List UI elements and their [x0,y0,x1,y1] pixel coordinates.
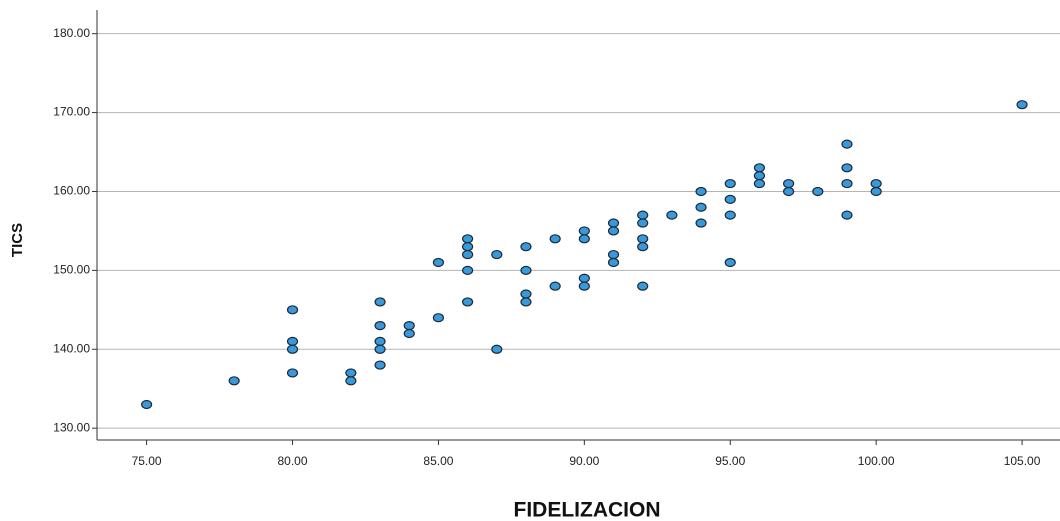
point [345,376,357,386]
point [607,249,620,260]
point [549,234,561,244]
point [286,336,299,346]
point [870,186,882,197]
y-tick-label: 160.00 [53,184,90,198]
x-tick-label: 95.00 [715,454,745,468]
point [841,139,853,149]
y-tick-label: 150.00 [53,263,90,277]
point [462,249,474,260]
point [724,257,736,268]
point [637,242,649,252]
point [578,273,590,283]
point [141,399,153,410]
point [753,163,766,173]
point [637,234,649,244]
x-tick-label: 75.00 [132,454,162,468]
point [491,344,503,354]
point [578,226,590,236]
point [1016,100,1028,110]
point [841,163,853,173]
point [724,210,736,220]
point [432,257,445,268]
x-tick-label: 90.00 [569,454,599,468]
y-axis-label: TICS [9,223,26,257]
x-tick-label: 105.00 [1004,454,1041,468]
point [520,242,532,252]
point [374,360,386,370]
point [695,186,707,197]
point [462,242,474,252]
point [578,281,590,291]
point [286,368,299,378]
point [724,178,736,189]
point [637,210,649,220]
point [520,289,532,299]
point [374,336,386,346]
point [520,297,532,307]
point [374,297,386,307]
point [578,234,590,244]
point [753,178,766,189]
point [870,178,882,189]
point [403,328,415,339]
point [462,297,474,307]
point [403,320,415,331]
point [607,257,620,268]
point [286,344,299,354]
x-tick-label: 80.00 [278,454,308,468]
y-tick-label: 140.00 [53,341,90,355]
point [607,226,620,236]
y-tick-label: 130.00 [53,420,90,434]
point [783,186,795,197]
point [374,320,386,331]
point [374,344,386,354]
point [841,178,853,189]
point [520,265,532,275]
point [637,281,649,291]
x-tick-label: 100.00 [858,454,895,468]
point [695,202,707,212]
point [491,249,503,260]
point [637,218,649,228]
point [462,234,474,244]
point [783,178,795,189]
point [549,281,561,291]
point [724,194,736,204]
point [462,265,474,275]
point [695,218,707,228]
point [753,171,766,181]
point [666,210,678,220]
point [286,305,299,315]
y-tick-label: 180.00 [53,26,90,40]
x-tick-label: 85.00 [423,454,453,468]
y-tick-label: 170.00 [53,105,90,119]
point [432,313,445,323]
point [228,376,240,386]
point [841,210,853,220]
point [345,368,357,378]
point [607,218,620,228]
point [812,186,824,197]
x-axis-label: FIDELIZACION [514,499,661,521]
